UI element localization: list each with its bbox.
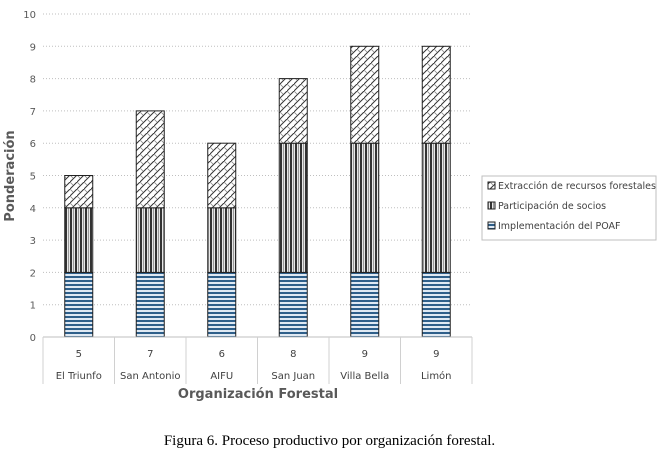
bar-segment-1 [278, 142, 308, 273]
total-label: 9 [362, 349, 368, 360]
figure-caption: Figura 6. Proceso productivo por organiz… [163, 433, 496, 449]
stacked-bar-chart: 0 1 2 3 4 5 6 7 8 9 10 5 El Triunfo 7 San Antonio 6 AIF… [3, 10, 657, 402]
total-label: 6 [219, 349, 225, 360]
bar-segment-0 [64, 271, 94, 338]
y-tick-label: 0 [30, 333, 36, 344]
y-tick-label: 9 [30, 42, 36, 53]
total-label: 9 [433, 349, 439, 360]
bar-segment-0 [207, 271, 237, 338]
legend-box [481, 175, 657, 241]
y-tick-label: 1 [30, 301, 36, 312]
x-tick-label: Villa Bella [340, 371, 389, 382]
bar-segment-2 [278, 78, 308, 144]
legend-swatch [487, 181, 496, 190]
y-tick-label: 6 [30, 139, 36, 150]
x-tick-label: El Triunfo [56, 371, 102, 382]
x-tick-label: Limón [421, 370, 452, 382]
y-tick-label: 3 [30, 236, 36, 247]
y-tick-label: 7 [30, 107, 36, 118]
legend: Extracción de recursos forestales Partici… [481, 175, 657, 241]
legend-label: Extracción de recursos forestales [498, 181, 656, 192]
bar-segment-2 [350, 45, 380, 144]
y-tick-label: 5 [30, 172, 36, 183]
bar-segment-2 [421, 45, 451, 144]
bar-segment-1 [207, 207, 237, 273]
bar-segment-1 [350, 142, 380, 273]
bar-segment-1 [64, 207, 94, 273]
bar-segment-2 [135, 110, 165, 209]
y-tick-label: 4 [30, 204, 36, 215]
total-label: 7 [147, 349, 153, 360]
legend-swatch [487, 221, 496, 230]
x-tick-label: San Juan [271, 371, 315, 382]
bar-segment-0 [278, 271, 308, 338]
bar-segment-0 [350, 271, 380, 338]
total-label: 8 [290, 349, 296, 360]
legend-label: Participación de socios [498, 201, 606, 212]
y-tick-label: 2 [30, 268, 36, 279]
legend-swatch [487, 201, 496, 210]
bar-segment-1 [135, 207, 165, 273]
x-tick-label: AIFU [210, 371, 233, 382]
bar-segment-1 [421, 142, 451, 273]
bar-segment-0 [421, 271, 451, 338]
bar-segment-0 [135, 271, 165, 338]
bar-segment-2 [207, 142, 237, 209]
y-tick-label: 10 [23, 10, 36, 21]
y-tick-label: 8 [30, 75, 36, 86]
x-tick-label: San Antonio [120, 371, 180, 382]
legend-label: Implementación del POAF [498, 221, 621, 232]
x-axis-label: Organización Forestal [178, 387, 338, 402]
total-label: 5 [76, 349, 82, 360]
bar-segment-2 [64, 175, 94, 209]
y-axis-label: Ponderación [3, 130, 18, 221]
